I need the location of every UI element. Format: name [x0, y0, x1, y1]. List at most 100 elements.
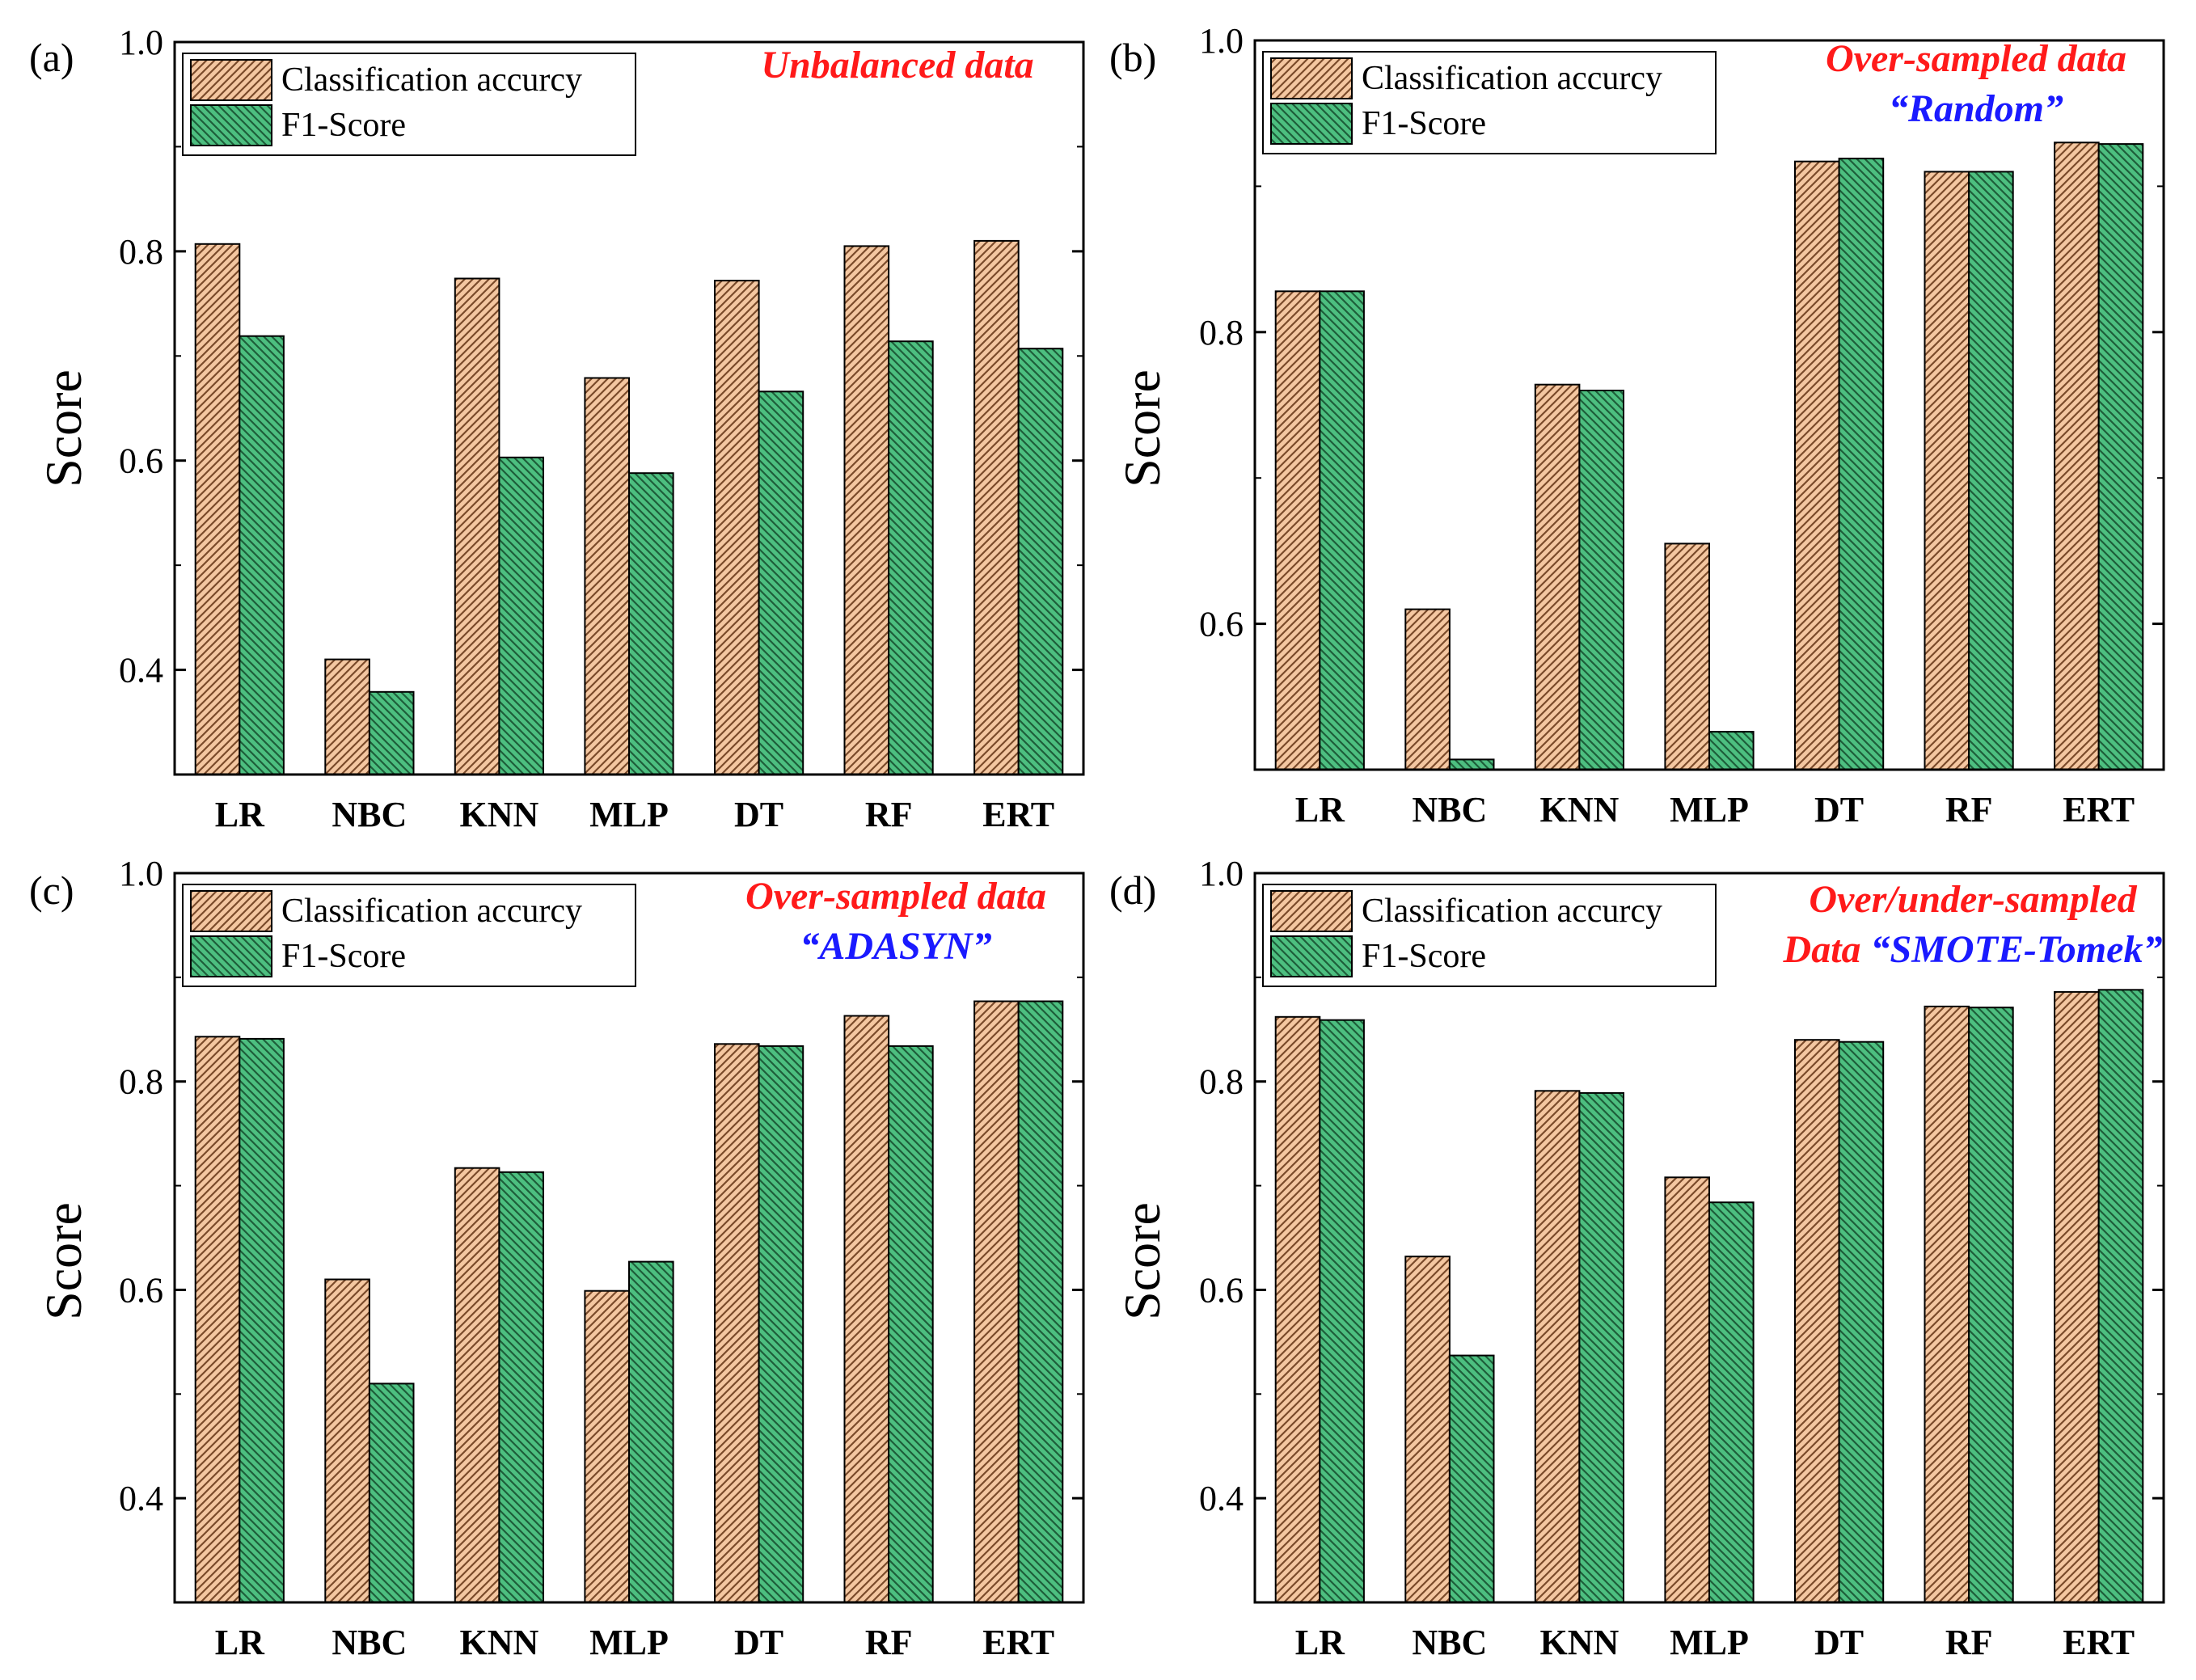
bar-a-f1-rf: [888, 340, 934, 775]
xtick-label-b-lr: LR: [1295, 790, 1345, 829]
bar-d-f1-nbc: [1448, 1354, 1495, 1603]
ytick-label-d: 0.6: [1199, 1270, 1244, 1310]
panel-label-a: (a): [29, 35, 74, 80]
ytick-label-b: 0.8: [1199, 313, 1244, 352]
bar-b-accuracy-nbc: [1404, 608, 1451, 770]
xtick-label-c-rf: RF: [865, 1623, 913, 1662]
legend-label-b-accuracy: Classification accurcy: [1362, 60, 1662, 97]
annotation-c: Over-sampled data “ADASYN”: [745, 875, 1046, 968]
legend-swatch-b-accuracy: [1270, 57, 1353, 99]
legend-swatch-a-f1: [190, 104, 272, 146]
panel-label-d: (d): [1109, 867, 1156, 913]
bar-d-accuracy-lr: [1274, 1015, 1321, 1604]
bar-d-f1-lr: [1319, 1019, 1365, 1603]
annotation-b: Over-sampled data “Random”: [1826, 37, 2126, 130]
xtick-label-d-lr: LR: [1295, 1623, 1345, 1662]
bar-d-f1-dt: [1838, 1041, 1885, 1603]
plot-frame-a: [173, 40, 1085, 776]
bar-c-f1-lr: [239, 1037, 285, 1603]
bar-c-accuracy-ert: [973, 1000, 1020, 1603]
legend-label-c-accuracy: Classification accurcy: [281, 893, 582, 930]
annotation-line1-c: Over-sampled data: [745, 875, 1046, 918]
bar-c-f1-rf: [888, 1045, 934, 1603]
chart-panel-c: 0.4 0.6 0.8 1.0 LR NBC KNN MLP DT RF ERT Score (c) Cl…: [29, 854, 1085, 1662]
annotation-method: “SMOTE-Tomek”: [1871, 928, 2163, 971]
panel-label-c: (c): [29, 867, 74, 913]
xtick-label-d-mlp: MLP: [1670, 1623, 1749, 1662]
bar-b-f1-lr: [1319, 290, 1365, 770]
bar-a-f1-mlp: [628, 472, 674, 775]
legend-swatch-c-f1: [190, 935, 272, 977]
xtick-label-a-lr: LR: [215, 795, 265, 834]
legend-swatch-a-accuracy: [190, 59, 272, 101]
panel-label-b: (b): [1109, 35, 1156, 80]
legend-a: Classification accurcy F1-Score: [182, 53, 636, 156]
bar-c-accuracy-rf: [843, 1015, 890, 1603]
ytick-label-d: 0.8: [1199, 1062, 1244, 1102]
ytick-label-b: 1.0: [1199, 21, 1244, 61]
ytick-label-c: 0.8: [119, 1062, 163, 1102]
bar-d-accuracy-knn: [1534, 1090, 1581, 1604]
bar-c-f1-mlp: [628, 1260, 674, 1603]
bar-d-f1-mlp: [1708, 1201, 1755, 1603]
legend-swatch-b-f1: [1270, 103, 1353, 145]
ytick-label-a: 1.0: [119, 23, 163, 62]
xtick-label-b-rf: RF: [1945, 790, 1993, 829]
bar-c-accuracy-dt: [714, 1043, 760, 1604]
legend-label-d-f1: F1-Score: [1362, 938, 1486, 975]
bar-a-accuracy-ert: [973, 239, 1020, 775]
bar-b-f1-rf: [1968, 171, 2014, 770]
bar-c-f1-dt: [758, 1045, 804, 1603]
legend-c: Classification accurcy F1-Score: [182, 884, 636, 987]
bar-d-accuracy-ert: [2054, 990, 2100, 1603]
chart-panel-b: 0.6 0.8 1.0 LR NBC KNN MLP DT RF ERT Score (b) Class…: [1109, 21, 2165, 829]
plot-frame-b: [1253, 39, 2165, 771]
ytick-label-a: 0.8: [119, 232, 163, 272]
xtick-label-d-dt: DT: [1814, 1623, 1864, 1662]
bar-c-f1-nbc: [368, 1382, 415, 1604]
xtick-label-d-nbc: NBC: [1412, 1623, 1487, 1662]
xtick-label-b-knn: KNN: [1540, 790, 1620, 829]
xtick-label-b-dt: DT: [1814, 790, 1864, 829]
xtick-label-b-nbc: NBC: [1412, 790, 1487, 829]
xtick-label-b-ert: ERT: [2063, 790, 2135, 829]
bar-c-accuracy-knn: [454, 1167, 500, 1603]
legend-label-a-accuracy: Classification accurcy: [281, 61, 582, 99]
bar-d-f1-rf: [1968, 1007, 2014, 1603]
xtick-label-a-nbc: NBC: [332, 795, 407, 834]
xtick-label-c-knn: KNN: [460, 1623, 539, 1662]
bar-a-accuracy-mlp: [584, 377, 631, 775]
bar-a-f1-dt: [758, 390, 804, 775]
bar-d-accuracy-nbc: [1404, 1256, 1451, 1603]
annotation-line1-d: Over/under-sampled: [1809, 878, 2137, 921]
bar-c-accuracy-mlp: [584, 1290, 631, 1603]
bar-a-accuracy-knn: [454, 277, 500, 775]
ytick-label-a: 0.4: [119, 651, 163, 690]
xtick-label-a-dt: DT: [734, 795, 783, 834]
bar-b-f1-ert: [2097, 143, 2144, 771]
xtick-label-d-rf: RF: [1945, 1623, 1993, 1662]
legend-label-d-accuracy: Classification accurcy: [1362, 893, 1662, 930]
legend-d: Classification accurcy F1-Score: [1262, 884, 1717, 987]
xtick-label-c-mlp: MLP: [589, 1623, 669, 1662]
annotation-line2-b: “Random”: [1889, 87, 2063, 130]
ylabel-a: Score: [35, 369, 92, 488]
bar-a-f1-ert: [1017, 348, 1064, 775]
xtick-label-a-ert: ERT: [982, 795, 1054, 834]
plot-frame-d: [1253, 872, 2165, 1604]
bar-a-accuracy-lr: [194, 243, 241, 775]
ylabel-b: Score: [1113, 369, 1171, 488]
bar-c-f1-knn: [498, 1171, 545, 1604]
annotation-line2-d: Data “SMOTE-Tomek”: [1783, 928, 2163, 971]
ylabel-c: Score: [35, 1202, 92, 1320]
bar-a-f1-nbc: [368, 690, 415, 775]
ytick-label-c: 0.6: [119, 1270, 163, 1310]
xtick-label-c-ert: ERT: [982, 1623, 1054, 1662]
xtick-label-d-ert: ERT: [2063, 1623, 2135, 1662]
bar-b-accuracy-dt: [1794, 160, 1840, 770]
annotation-a: Unbalanced data: [761, 44, 1033, 87]
xtick-label-d-knn: KNN: [1540, 1623, 1620, 1662]
bar-b-accuracy-rf: [1924, 171, 1970, 770]
annotation-line2-c: “ADASYN”: [800, 925, 991, 968]
